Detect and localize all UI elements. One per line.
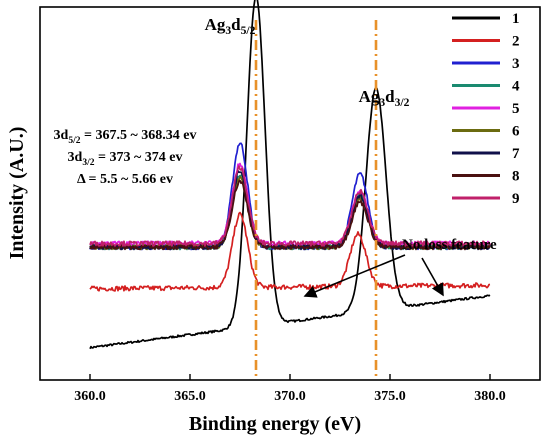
info-line: Δ = 5.5 ~ 5.66 ev (77, 172, 173, 187)
legend-label-6: 6 (512, 124, 520, 140)
y-axis-title: Intensity (A.U.) (6, 127, 28, 260)
legend-label-5: 5 (512, 101, 520, 117)
legend-label-1: 1 (512, 11, 520, 27)
series-line-2 (89, 211, 491, 292)
info-line: 3d5/2 = 367.5 ~ 368.34 ev (54, 128, 197, 146)
annotation-arrow-left (303, 254, 406, 298)
legend: 1 2 3 4 5 6 7 8 9 (452, 11, 520, 207)
annotation-arrow-right (421, 257, 444, 297)
info-text: 3d5/2 = 367.5 ~ 368.34 ev 3d3/2 = 373 ~ 3… (54, 128, 197, 187)
guide-lines (254, 20, 378, 380)
peak-label: Ag3d5/2 (205, 15, 256, 37)
x-tick-label: 370.0 (274, 389, 306, 404)
info-line: 3d3/2 = 373 ~ 374 ev (68, 150, 183, 168)
legend-label-9: 9 (512, 191, 520, 207)
x-ticks: 360.0 365.0 370.0 375.0 380.0 (74, 374, 506, 404)
x-tick-label: 375.0 (374, 389, 406, 404)
annotation-text: No loss feature (402, 237, 497, 253)
legend-label-7: 7 (512, 146, 520, 162)
legend-label-4: 4 (512, 79, 520, 95)
x-tick-label: 365.0 (174, 389, 206, 404)
legend-label-2: 2 (512, 34, 520, 50)
x-tick-label: 360.0 (74, 389, 106, 404)
series-line-1 (89, 0, 491, 350)
series-layer (89, 0, 491, 350)
legend-label-8: 8 (512, 169, 520, 185)
peak-labels: Ag3d5/2 Ag3d3/2 (205, 15, 410, 109)
series-line-9 (89, 165, 491, 247)
x-tick-label: 380.0 (474, 389, 506, 404)
x-axis-title: Binding energy (eV) (189, 413, 361, 435)
peak-label: Ag3d3/2 (359, 87, 410, 109)
legend-label-3: 3 (512, 56, 520, 72)
no-loss-annotation: No loss feature (303, 237, 497, 298)
series-line-8 (89, 179, 491, 251)
